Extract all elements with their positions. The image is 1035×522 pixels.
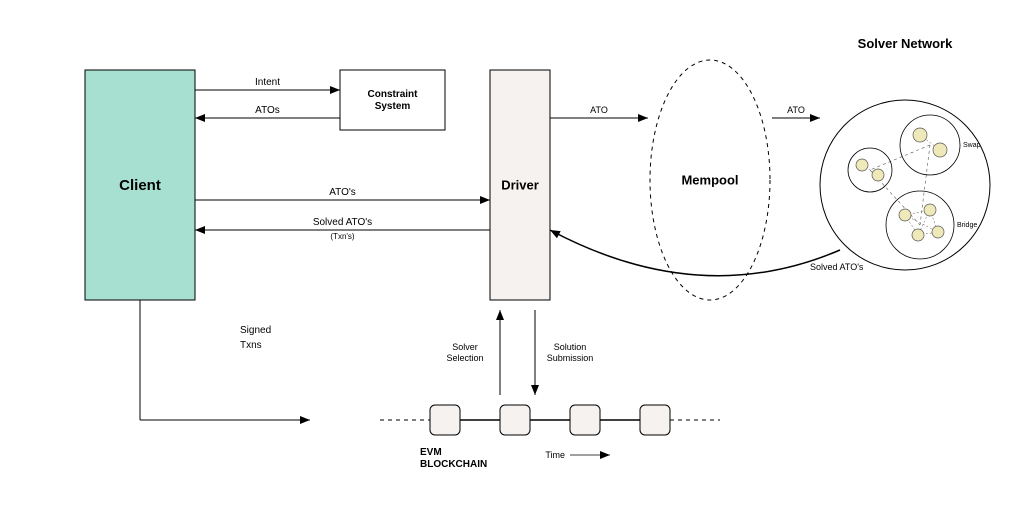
svg-text:Solved ATO's: Solved ATO's	[810, 262, 864, 272]
svg-text:EVM: EVM	[420, 447, 442, 458]
svg-text:Solved ATO's: Solved ATO's	[313, 217, 372, 228]
svg-text:Bridge: Bridge	[957, 222, 977, 229]
svg-text:(Txn's): (Txn's)	[330, 232, 355, 241]
svg-text:System: System	[375, 101, 411, 112]
edge-atos1: ATOs	[195, 105, 340, 122]
svg-text:Mempool: Mempool	[681, 172, 738, 187]
svg-text:ATO: ATO	[590, 105, 608, 115]
edge-solution_submission: SolutionSubmission	[531, 310, 593, 395]
svg-text:Driver: Driver	[501, 177, 539, 192]
svg-text:Time: Time	[545, 450, 565, 460]
mempool-node: Mempool	[650, 60, 770, 300]
client-node: Client	[85, 70, 195, 300]
svg-text:Signed: Signed	[240, 325, 271, 336]
svg-text:Client: Client	[119, 177, 161, 194]
svg-text:ATO: ATO	[787, 105, 805, 115]
svg-text:Selection: Selection	[446, 353, 483, 363]
svg-text:Constraint: Constraint	[368, 89, 419, 100]
svg-text:Solution: Solution	[554, 342, 587, 352]
svg-text:ATOs: ATOs	[255, 105, 280, 116]
svg-text:BLOCKCHAIN: BLOCKCHAIN	[420, 459, 487, 470]
edge-atos2: ATO's	[195, 187, 490, 204]
svg-text:Solver Network: Solver Network	[858, 36, 953, 51]
edge-signed_txns: Signed Txns	[140, 300, 310, 424]
edge-solved_atos1: Solved ATO's (Txn's)	[195, 217, 490, 241]
svg-text:Intent: Intent	[255, 77, 280, 88]
edge-intent: Intent	[195, 77, 340, 94]
edge-solved_atos2: Solved ATO's	[550, 230, 864, 276]
edge-solver_selection: SolverSelection	[446, 310, 504, 395]
svg-text:Swap: Swap	[963, 142, 981, 149]
svg-text:ATO's: ATO's	[329, 187, 356, 198]
solver-network-node: Solver Network Swap Bridge	[820, 36, 990, 270]
driver-node: Driver	[490, 70, 550, 300]
svg-text:Txns: Txns	[240, 340, 262, 351]
evm-blockchain-node: EVMBLOCKCHAIN Time	[380, 405, 720, 470]
svg-text:Submission: Submission	[547, 353, 594, 363]
edge-ato_ms: ATO	[772, 105, 820, 122]
svg-text:Solver: Solver	[452, 342, 478, 352]
constraint-system-node: ConstraintSystem	[340, 70, 445, 130]
edge-ato_dm: ATO	[550, 105, 648, 122]
